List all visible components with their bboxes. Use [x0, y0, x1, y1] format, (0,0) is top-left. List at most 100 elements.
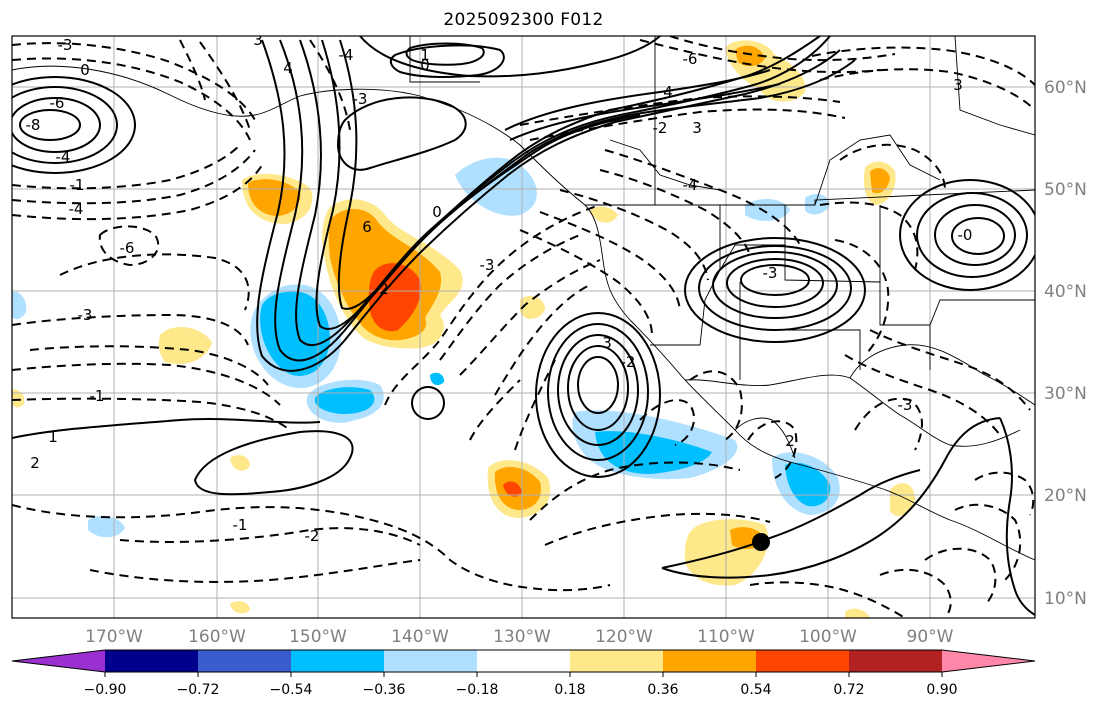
shade-negative-region — [88, 515, 125, 538]
contour-label: -3 — [898, 396, 913, 414]
contour-label: -4 — [69, 200, 84, 218]
shade-positive-region — [890, 483, 915, 517]
contour-label: 1 — [48, 428, 58, 446]
contour-line — [899, 179, 1035, 291]
shade-positive-region — [248, 179, 301, 216]
contour-line — [439, 234, 581, 361]
colorbar-tick-label: 0.72 — [833, 682, 864, 698]
contour-line — [661, 469, 921, 569]
contour-line — [604, 149, 801, 246]
contour-label: -4 — [683, 176, 698, 194]
contour-line — [539, 211, 681, 311]
contour-line — [459, 259, 601, 376]
contour-line — [389, 44, 505, 78]
latitude-label: 40°N — [1044, 282, 1087, 302]
colorbar-segment — [384, 650, 478, 672]
contour-line — [514, 359, 556, 451]
colorbar-segment — [849, 650, 943, 672]
latitude-label: 30°N — [1044, 384, 1087, 404]
contour-label: -2 — [305, 527, 320, 545]
contour-line — [869, 329, 1031, 411]
plot-frame — [11, 35, 1036, 619]
longitude-label: 150°W — [289, 627, 347, 647]
contour-line — [567, 345, 629, 431]
latitude-axis-labels: 60°N 50°N 40°N 30°N 20°N 10°N — [1044, 78, 1087, 609]
contour-label: 0 — [420, 56, 430, 74]
plot-area — [12, 36, 1035, 618]
contour-line — [12, 397, 291, 431]
contour-line — [749, 581, 906, 618]
contour-line — [599, 169, 751, 256]
contour-label: -2 — [653, 119, 668, 137]
contour-label: 0 — [432, 203, 442, 221]
shade-positive-region — [368, 263, 422, 332]
contour-line — [639, 399, 695, 446]
contour-label: 3 — [953, 76, 963, 94]
contour-label: 3 — [692, 119, 702, 137]
contour-line — [19, 109, 81, 141]
shade-positive-region — [230, 455, 250, 471]
contour-line — [336, 96, 467, 171]
contour-line — [951, 217, 1005, 255]
contour-line — [934, 204, 1016, 266]
latitude-label: 60°N — [1044, 78, 1087, 98]
colorbar-tick-label: 0.36 — [647, 682, 678, 698]
contour-label: 3 — [602, 334, 612, 352]
colorbar-tick-label: −0.54 — [270, 682, 313, 698]
contour-line — [834, 239, 890, 356]
colorbar-tick-label: −0.18 — [456, 682, 499, 698]
contour-line — [819, 68, 1035, 111]
colorbar-tick-label: −0.90 — [84, 682, 127, 698]
colorbar-segment — [12, 650, 105, 672]
contour-line — [509, 83, 781, 141]
contour-line — [12, 86, 118, 164]
contour-line — [89, 559, 421, 583]
contour-label: 3 — [253, 31, 263, 49]
contour-line — [12, 362, 281, 406]
longitude-label: 160°W — [188, 627, 246, 647]
contour-label: -1 — [233, 516, 248, 534]
contour-line — [535, 312, 661, 478]
contour-line — [12, 144, 241, 190]
colorbar-segment — [756, 650, 850, 672]
latitude-label: 50°N — [1044, 180, 1087, 200]
colorbar-segment — [570, 650, 664, 672]
storm-center-marker — [752, 533, 770, 551]
map-title: 2025092300 F012 — [443, 10, 604, 30]
longitude-axis-labels: 170°W 160°W 150°W 140°W 130°W 120°W 110°W 100°W… — [85, 627, 954, 647]
contour-line — [577, 356, 619, 414]
colorbar-segment — [942, 650, 1035, 672]
contour-line — [839, 143, 946, 191]
contour-line — [504, 69, 771, 131]
shade-positive-region — [158, 326, 212, 364]
contour-line — [974, 471, 1035, 516]
shade-positive-region — [230, 601, 250, 614]
shade-negative-region — [12, 291, 27, 320]
contour-line — [519, 95, 841, 126]
shade-negative-region — [260, 291, 330, 376]
contour-label: -3 — [58, 36, 73, 54]
contour-line — [12, 417, 321, 439]
contour-line — [689, 370, 743, 441]
contour-line — [544, 512, 771, 546]
contour-line — [98, 225, 160, 267]
contour-line — [359, 36, 661, 78]
contour-label: 2 — [30, 454, 40, 472]
contour-line — [879, 568, 952, 618]
colorbar-tick-label: −0.36 — [363, 682, 406, 698]
shade-negative-region — [745, 198, 790, 222]
contour-line — [199, 41, 251, 131]
contour-label: -1 — [70, 176, 85, 194]
contour-line — [747, 420, 798, 479]
contour-line — [726, 258, 824, 308]
latitude-label: 10°N — [1044, 589, 1087, 609]
contour-line — [59, 253, 250, 311]
contour-label: 6 — [362, 218, 372, 236]
contour-line — [12, 164, 263, 221]
contour-line — [712, 251, 838, 319]
solid-contours — [12, 36, 1035, 616]
contour-label: -3 — [78, 306, 93, 324]
latitude-label: 20°N — [1044, 486, 1087, 506]
contour-line — [519, 229, 653, 336]
